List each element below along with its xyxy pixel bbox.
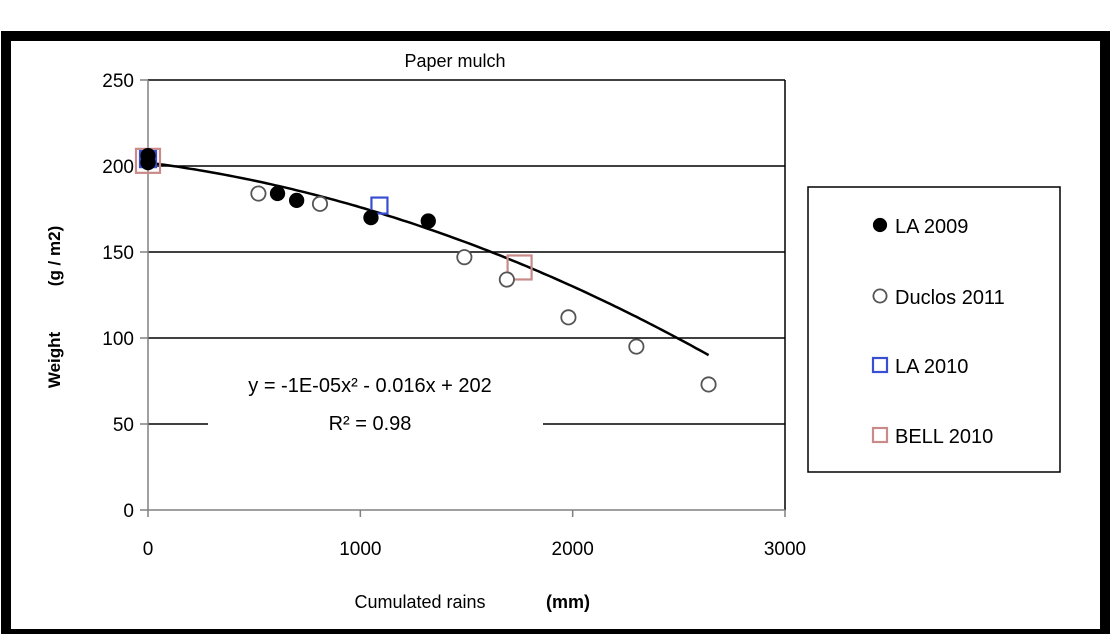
legend-label-bell-2010: BELL 2010 bbox=[895, 426, 993, 448]
trendline bbox=[147, 161, 710, 357]
legend-label-la-2010: LA 2010 bbox=[895, 356, 968, 378]
point-la-2009-4 bbox=[363, 209, 379, 226]
legend-box bbox=[807, 186, 1061, 473]
y-tick-label-50: 50 bbox=[113, 415, 134, 436]
point-duclos-2011-4 bbox=[560, 309, 577, 326]
y-tick-label-100: 100 bbox=[102, 329, 134, 350]
point-duclos-2011-0 bbox=[250, 185, 267, 202]
x-tick-label-0: 0 bbox=[143, 539, 154, 560]
point-duclos-2011-5 bbox=[628, 338, 645, 355]
y-tick-label-250: 250 bbox=[102, 71, 134, 92]
x-tick-label-2000: 2000 bbox=[552, 539, 594, 560]
chart-title: Paper mulch bbox=[404, 51, 505, 71]
point-la-2009-2 bbox=[269, 185, 286, 202]
point-la-2009-5 bbox=[420, 213, 436, 229]
point-duclos-2011-3 bbox=[498, 271, 515, 288]
equation-box-background bbox=[208, 360, 543, 440]
x-axis-ticks: 0 1000 2000 3000 bbox=[143, 510, 806, 560]
y-tick-label-0: 0 bbox=[123, 501, 134, 522]
y-tick-label-150: 150 bbox=[102, 243, 134, 264]
y-axis-ticks: 0 50 100 150 200 250 bbox=[102, 71, 148, 522]
legend: LA 2009 Duclos 2011 LA 2010 BELL 2010 bbox=[871, 216, 1005, 448]
point-duclos-2011-6 bbox=[700, 376, 717, 393]
trendline-r2: R² = 0.98 bbox=[329, 413, 412, 435]
data-points bbox=[134, 147, 717, 393]
legend-marker-la-2009 bbox=[872, 217, 888, 233]
legend-marker-duclos-2011 bbox=[872, 288, 888, 304]
point-la-2010-1 bbox=[370, 196, 389, 215]
point-la-2009-1 bbox=[140, 154, 156, 171]
legend-label-duclos-2011: Duclos 2011 bbox=[895, 287, 1005, 309]
y-tick-label-200: 200 bbox=[102, 157, 134, 178]
point-duclos-2011-1 bbox=[311, 195, 329, 212]
y-axis-label: Weight bbox=[45, 331, 64, 388]
x-axis-label: Cumulated rains bbox=[354, 592, 485, 612]
legend-marker-la-2010 bbox=[871, 356, 889, 374]
legend-label-la-2009: LA 2009 bbox=[895, 216, 968, 238]
x-tick-label-3000: 3000 bbox=[764, 539, 806, 560]
trendline-equation: y = -1E-05x² - 0.016x + 202 bbox=[248, 375, 491, 397]
point-bell-2010-1 bbox=[506, 254, 533, 281]
legend-marker-bell-2010 bbox=[871, 426, 889, 444]
point-la-2009-3 bbox=[288, 192, 305, 209]
y-axis-unit: (g / m2) bbox=[45, 226, 64, 286]
x-axis-unit: (mm) bbox=[546, 592, 590, 612]
x-tick-label-1000: 1000 bbox=[339, 539, 381, 560]
point-duclos-2011-2 bbox=[456, 249, 473, 266]
